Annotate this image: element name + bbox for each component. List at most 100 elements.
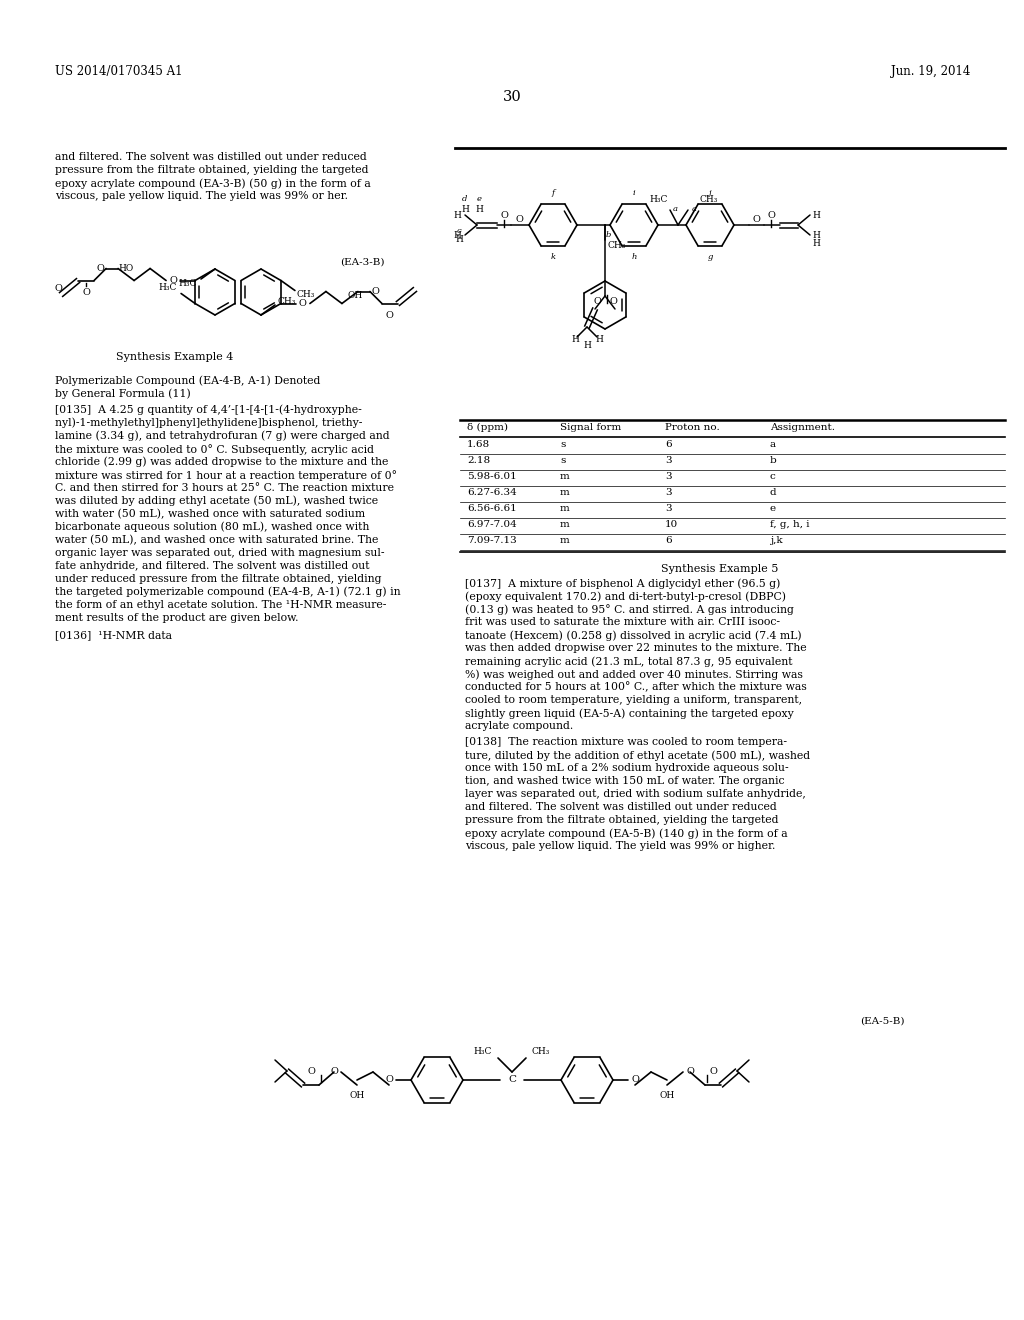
Text: 2.18: 2.18 xyxy=(467,455,490,465)
Text: m: m xyxy=(560,520,569,529)
Text: 3: 3 xyxy=(665,504,672,513)
Text: f, g, h, i: f, g, h, i xyxy=(770,520,810,529)
Text: bicarbonate aqueous solution (80 mL), washed once with: bicarbonate aqueous solution (80 mL), wa… xyxy=(55,521,370,532)
Text: layer was separated out, dried with sodium sulfate anhydride,: layer was separated out, dried with sodi… xyxy=(465,789,806,799)
Text: the mixture was cooled to 0° C. Subsequently, acrylic acid: the mixture was cooled to 0° C. Subseque… xyxy=(55,444,374,455)
Text: CH₃: CH₃ xyxy=(700,194,719,203)
Text: 6: 6 xyxy=(665,440,672,449)
Text: H: H xyxy=(812,231,820,239)
Text: j: j xyxy=(709,189,712,197)
Text: water (50 mL), and washed once with saturated brine. The: water (50 mL), and washed once with satu… xyxy=(55,535,379,545)
Text: O: O xyxy=(82,288,90,297)
Text: acrylate compound.: acrylate compound. xyxy=(465,721,573,731)
Text: 30: 30 xyxy=(503,90,521,104)
Text: OH: OH xyxy=(348,290,364,300)
Text: e: e xyxy=(770,504,776,513)
Text: [0137]  A mixture of bisphenol A diglycidyl ether (96.5 g): [0137] A mixture of bisphenol A diglycid… xyxy=(465,578,780,589)
Text: j,k: j,k xyxy=(770,536,782,545)
Text: O: O xyxy=(500,210,508,219)
Text: O: O xyxy=(631,1076,639,1085)
Text: 5.98-6.01: 5.98-6.01 xyxy=(467,473,517,480)
Text: H: H xyxy=(583,341,591,350)
Text: b: b xyxy=(770,455,777,465)
Text: (EA-3-B): (EA-3-B) xyxy=(340,257,384,267)
Text: O: O xyxy=(709,1068,717,1077)
Text: 6.27-6.34: 6.27-6.34 xyxy=(467,488,517,498)
Text: H: H xyxy=(571,334,579,343)
Text: Signal form: Signal form xyxy=(560,422,622,432)
Text: 7.09-7.13: 7.09-7.13 xyxy=(467,536,517,545)
Text: H: H xyxy=(461,205,469,214)
Text: H: H xyxy=(455,235,463,243)
Text: O: O xyxy=(752,215,760,224)
Text: [0136]  ¹H-NMR data: [0136] ¹H-NMR data xyxy=(55,630,172,640)
Text: the targeted polymerizable compound (EA-4-B, A-1) (72.1 g) in: the targeted polymerizable compound (EA-… xyxy=(55,587,400,598)
Text: was diluted by adding ethyl acetate (50 mL), washed twice: was diluted by adding ethyl acetate (50 … xyxy=(55,496,378,507)
Text: e: e xyxy=(476,195,481,203)
Text: m: m xyxy=(560,536,569,545)
Text: (0.13 g) was heated to 95° C. and stirred. A gas introducing: (0.13 g) was heated to 95° C. and stirre… xyxy=(465,605,794,615)
Text: [0135]  A 4.25 g quantity of 4,4’-[1-[4-[1-(4-hydroxyphe-: [0135] A 4.25 g quantity of 4,4’-[1-[4-[… xyxy=(55,405,361,416)
Text: remaining acrylic acid (21.3 mL, total 87.3 g, 95 equivalent: remaining acrylic acid (21.3 mL, total 8… xyxy=(465,656,793,667)
Text: Proton no.: Proton no. xyxy=(665,422,720,432)
Text: a: a xyxy=(673,205,678,213)
Text: O: O xyxy=(593,297,601,305)
Text: O: O xyxy=(307,1068,315,1077)
Text: ture, diluted by the addition of ethyl acetate (500 mL), washed: ture, diluted by the addition of ethyl a… xyxy=(465,750,810,760)
Text: CH₃: CH₃ xyxy=(278,297,295,305)
Text: H₃C: H₃C xyxy=(159,282,177,292)
Text: HO: HO xyxy=(119,264,134,273)
Text: pressure from the filtrate obtained, yielding the targeted: pressure from the filtrate obtained, yie… xyxy=(55,165,369,176)
Text: O: O xyxy=(385,1076,393,1085)
Text: O: O xyxy=(54,284,62,293)
Text: 1.68: 1.68 xyxy=(467,440,490,449)
Text: mixture was stirred for 1 hour at a reaction temperature of 0°: mixture was stirred for 1 hour at a reac… xyxy=(55,470,397,480)
Text: fate anhydride, and filtered. The solvent was distilled out: fate anhydride, and filtered. The solven… xyxy=(55,561,370,570)
Text: cooled to room temperature, yielding a uniform, transparent,: cooled to room temperature, yielding a u… xyxy=(465,696,802,705)
Text: and filtered. The solvent was distilled out under reduced: and filtered. The solvent was distilled … xyxy=(55,152,367,162)
Text: conducted for 5 hours at 100° C., after which the mixture was: conducted for 5 hours at 100° C., after … xyxy=(465,682,807,693)
Text: was then added dropwise over 22 minutes to the mixture. The: was then added dropwise over 22 minutes … xyxy=(465,643,807,653)
Text: c: c xyxy=(457,227,462,235)
Text: organic layer was separated out, dried with magnesium sul-: organic layer was separated out, dried w… xyxy=(55,548,384,558)
Text: epoxy acrylate compound (EA-3-B) (50 g) in the form of a: epoxy acrylate compound (EA-3-B) (50 g) … xyxy=(55,178,371,189)
Text: O: O xyxy=(169,276,177,285)
Text: s: s xyxy=(560,440,565,449)
Text: O: O xyxy=(686,1068,694,1077)
Text: chloride (2.99 g) was added dropwise to the mixture and the: chloride (2.99 g) was added dropwise to … xyxy=(55,457,388,467)
Text: [0138]  The reaction mixture was cooled to room tempera-: [0138] The reaction mixture was cooled t… xyxy=(465,737,787,747)
Text: viscous, pale yellow liquid. The yield was 99% or higher.: viscous, pale yellow liquid. The yield w… xyxy=(465,841,775,851)
Text: m: m xyxy=(560,488,569,498)
Text: C. and then stirred for 3 hours at 25° C. The reaction mixture: C. and then stirred for 3 hours at 25° C… xyxy=(55,483,394,492)
Text: O: O xyxy=(372,286,380,296)
Text: b: b xyxy=(605,231,610,239)
Text: lamine (3.34 g), and tetrahydrofuran (7 g) were charged and: lamine (3.34 g), and tetrahydrofuran (7 … xyxy=(55,430,389,441)
Text: a: a xyxy=(691,205,696,213)
Text: Polymerizable Compound (EA-4-B, A-1) Denoted: Polymerizable Compound (EA-4-B, A-1) Den… xyxy=(55,375,321,385)
Text: Synthesis Example 4: Synthesis Example 4 xyxy=(117,352,233,362)
Text: a: a xyxy=(770,440,776,449)
Text: H: H xyxy=(812,210,820,219)
Text: H: H xyxy=(453,210,461,219)
Text: 10: 10 xyxy=(665,520,678,529)
Text: δ (ppm): δ (ppm) xyxy=(467,422,508,432)
Text: nyl)-1-methylethyl]phenyl]ethylidene]bisphenol, triethy-: nyl)-1-methylethyl]phenyl]ethylidene]bis… xyxy=(55,418,362,429)
Text: H₃C: H₃C xyxy=(649,194,668,203)
Text: %) was weighed out and added over 40 minutes. Stirring was: %) was weighed out and added over 40 min… xyxy=(465,669,803,680)
Text: frit was used to saturate the mixture with air. CrIII isooc-: frit was used to saturate the mixture wi… xyxy=(465,616,780,627)
Text: C: C xyxy=(508,1076,516,1085)
Text: f: f xyxy=(552,189,555,197)
Text: g: g xyxy=(708,253,713,261)
Text: O: O xyxy=(609,297,616,305)
Text: s: s xyxy=(560,455,565,465)
Text: 3: 3 xyxy=(665,488,672,498)
Text: CH₃: CH₃ xyxy=(608,240,627,249)
Text: once with 150 mL of a 2% sodium hydroxide aqueous solu-: once with 150 mL of a 2% sodium hydroxid… xyxy=(465,763,788,774)
Text: k: k xyxy=(551,253,556,261)
Text: epoxy acrylate compound (EA-5-B) (140 g) in the form of a: epoxy acrylate compound (EA-5-B) (140 g)… xyxy=(465,828,787,838)
Text: CH₃: CH₃ xyxy=(532,1048,550,1056)
Text: O: O xyxy=(299,300,307,308)
Text: O: O xyxy=(515,215,523,224)
Text: m: m xyxy=(560,473,569,480)
Text: viscous, pale yellow liquid. The yield was 99% or her.: viscous, pale yellow liquid. The yield w… xyxy=(55,191,348,201)
